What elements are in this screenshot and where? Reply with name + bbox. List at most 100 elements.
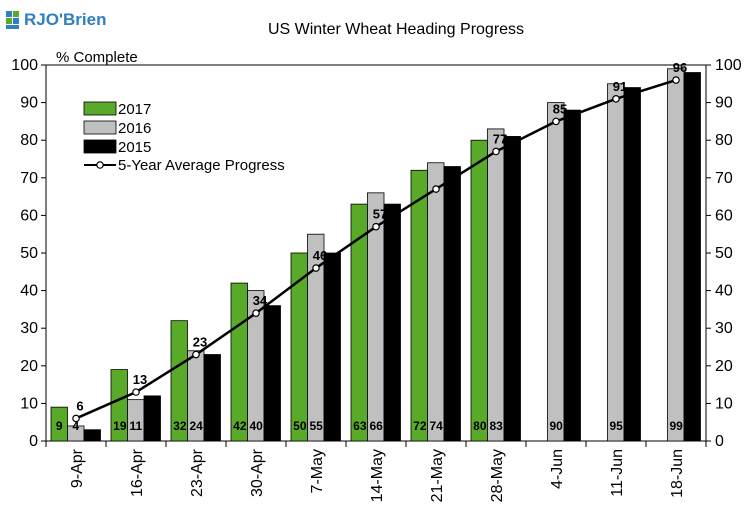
data-label-2016: 99 — [670, 419, 684, 433]
average-label: 57 — [373, 207, 387, 222]
bar-2015 — [623, 87, 641, 442]
bar-2015 — [383, 203, 401, 442]
bar-2017 — [470, 139, 488, 442]
data-label-2016: 66 — [370, 419, 384, 433]
y-tick-label-right: 90 — [715, 95, 733, 112]
bar-2015 — [683, 72, 701, 442]
logo-icon — [6, 11, 19, 29]
y-tick-label-right: 40 — [715, 283, 733, 300]
legend-label-2016: 2016 — [118, 120, 151, 137]
data-label-2017: 19 — [113, 419, 127, 433]
y-axis-label: % Complete — [56, 49, 138, 66]
y-tick-label-left: 50 — [20, 245, 38, 262]
average-point — [192, 350, 200, 359]
chart-title: US Winter Wheat Heading Progress — [268, 21, 524, 38]
average-point — [132, 388, 140, 396]
y-tick-label-left: 10 — [20, 395, 38, 412]
bar-2016 — [427, 162, 445, 442]
y-tick-label-right: 60 — [715, 207, 733, 224]
average-label: 6 — [76, 398, 83, 413]
data-label-2017: 63 — [353, 419, 367, 433]
y-tick-label-right: 0 — [715, 433, 724, 450]
y-tick-label-left: 60 — [20, 207, 38, 224]
bar-2015 — [323, 252, 341, 442]
y-tick-label-left: 30 — [20, 320, 38, 337]
data-label-2016: 74 — [430, 419, 444, 433]
average-label: 91 — [613, 79, 627, 94]
x-tick-label: 21-May — [429, 449, 446, 502]
bar-2015 — [443, 166, 461, 442]
x-tick-label: 30-Apr — [249, 448, 266, 497]
x-tick-label: 4-Jun — [549, 449, 566, 489]
data-label-2016: 95 — [610, 419, 624, 433]
bar-2017 — [230, 282, 248, 442]
average-point — [672, 76, 680, 84]
y-tick-label-left: 40 — [20, 283, 38, 300]
y-tick-label-right: 20 — [715, 358, 733, 375]
data-label-2017: 32 — [173, 419, 187, 433]
x-tick-label: 16-Apr — [129, 448, 146, 497]
bar-2017 — [50, 406, 68, 442]
average-point — [432, 185, 440, 193]
y-tick-label-right: 50 — [715, 245, 733, 262]
bar-2016 — [547, 102, 565, 442]
bar-2016 — [487, 128, 505, 442]
y-tick-label-right: 100 — [715, 57, 742, 74]
average-point — [612, 95, 620, 103]
x-tick-label: 23-Apr — [189, 448, 206, 497]
average-label: 46 — [313, 248, 327, 263]
data-label-2016: 24 — [190, 419, 204, 433]
y-tick-label-left: 0 — [29, 433, 38, 450]
data-label-2017: 9 — [56, 419, 63, 433]
y-tick-label-right: 30 — [715, 320, 733, 337]
x-tick-label: 18-Jun — [669, 449, 686, 498]
data-label-2016: 11 — [130, 419, 143, 433]
data-label-2017: 42 — [233, 419, 247, 433]
legend-swatch-2017 — [83, 101, 117, 116]
y-tick-label-left: 80 — [20, 132, 38, 149]
y-tick-label-right: 10 — [715, 395, 733, 412]
x-tick-label: 28-May — [489, 449, 506, 502]
legend-line-marker — [96, 161, 104, 169]
average-label: 13 — [133, 372, 147, 387]
x-tick-label: 9-Apr — [69, 448, 86, 488]
average-point — [312, 264, 320, 272]
bar-2015 — [203, 354, 221, 442]
data-label-2016: 83 — [490, 419, 504, 433]
y-tick-label-left: 90 — [20, 95, 38, 112]
average-label: 96 — [673, 60, 687, 75]
y-tick-label-left: 20 — [20, 358, 38, 375]
average-point — [72, 414, 80, 423]
x-tick-label: 14-May — [369, 449, 386, 502]
logo: RJO'Brien — [6, 8, 116, 34]
legend-swatch-2016 — [83, 120, 117, 135]
average-label: 34 — [253, 293, 268, 308]
average-point — [552, 117, 560, 126]
data-label-2016: 55 — [310, 419, 324, 433]
bar-2016 — [667, 68, 685, 442]
axes: 0 0 10 10 20 20 30 30 40 40 50 50 60 60 70 70 80 80 90 90 10… — [11, 57, 742, 502]
average-label: 23 — [193, 335, 207, 350]
average-label: 85 — [553, 101, 567, 116]
bar-2015 — [503, 136, 521, 442]
bar-2017 — [410, 169, 428, 442]
data-label-2016: 40 — [250, 419, 264, 433]
bar-2015 — [563, 109, 581, 442]
x-tick-label: 7-May — [309, 449, 326, 493]
bar-2015 — [83, 429, 101, 442]
data-label-2017: 72 — [413, 419, 427, 433]
bar-2015 — [143, 395, 161, 442]
bars: 9 19 32 42 50 63 72 804 11 24 40 55 66 74 83 90 95 99 — [50, 68, 701, 442]
bar-2015 — [263, 305, 281, 442]
y-tick-label-left: 70 — [20, 170, 38, 187]
x-tick-label: 11-Jun — [609, 449, 626, 497]
data-label-2017: 80 — [473, 419, 487, 433]
logo-text: RJO'Brien — [24, 10, 107, 29]
average-point — [252, 309, 260, 317]
y-tick-label-right: 80 — [715, 132, 733, 149]
bar-2016 — [607, 83, 625, 442]
legend-label-2015: 2015 — [118, 139, 151, 156]
